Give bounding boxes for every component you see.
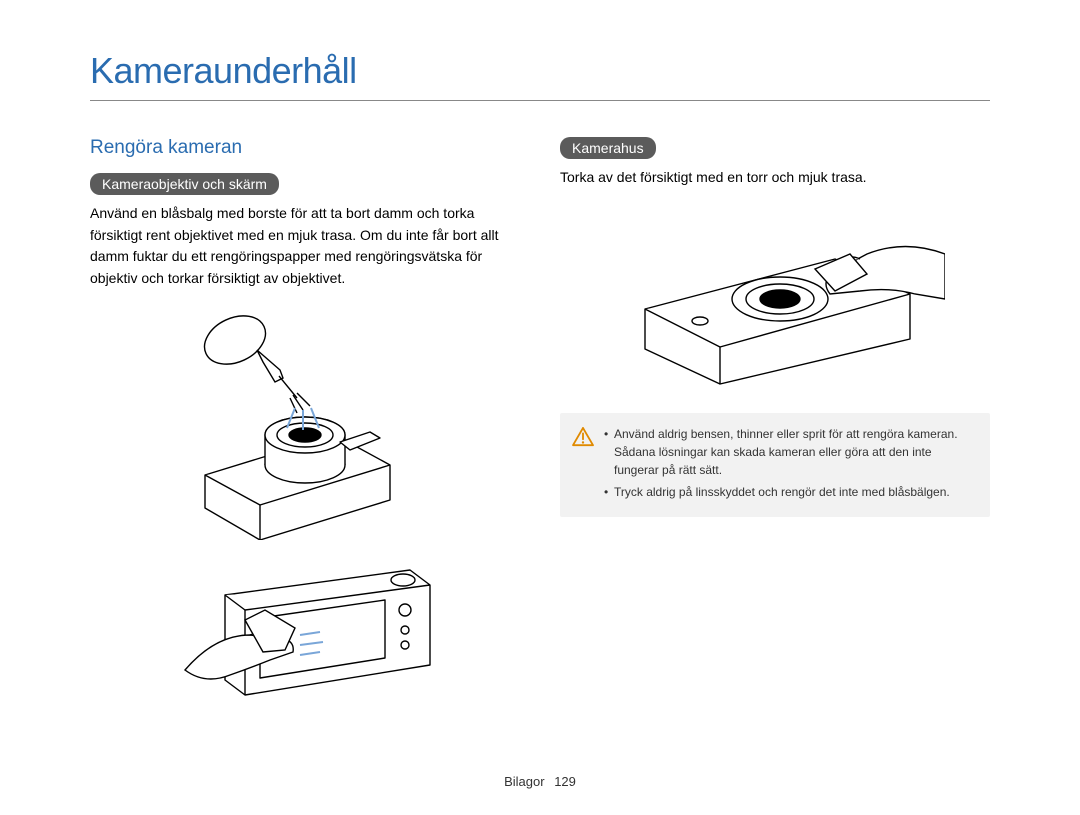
page-title: Kameraunderhåll: [90, 50, 990, 101]
warning-list: Använd aldrig bensen, thinner eller spri…: [604, 425, 976, 501]
body-text-kamerahus: Torka av det försiktigt med en torr och …: [560, 167, 990, 189]
subheading-pill-body: Kamerahus: [560, 137, 656, 159]
warning-item: Använd aldrig bensen, thinner eller spri…: [604, 425, 976, 479]
warning-item: Tryck aldrig på linsskyddet och rengör d…: [604, 483, 976, 501]
warning-triangle-icon: [572, 427, 594, 447]
right-column: Kamerahus Torka av det försiktigt med en…: [560, 137, 990, 710]
content-columns: Rengöra kameran Kameraobjektiv och skärm…: [90, 137, 990, 710]
illustration-wipe-screen: [90, 540, 520, 710]
illustration-wipe-body: [560, 199, 990, 389]
page-footer: Bilagor 129: [0, 774, 1080, 789]
document-page: Kameraunderhåll Rengöra kameran Kameraob…: [0, 0, 1080, 815]
warning-box: Använd aldrig bensen, thinner eller spri…: [560, 413, 990, 517]
subheading-pill-lens: Kameraobjektiv och skärm: [90, 173, 279, 195]
left-column: Rengöra kameran Kameraobjektiv och skärm…: [90, 137, 520, 710]
illustration-blower-lens: [90, 300, 520, 540]
lens-body-text: Använd en blåsbalg med borste för att ta…: [90, 203, 520, 290]
footer-page-number: 129: [554, 774, 576, 789]
footer-label: Bilagor: [504, 774, 544, 789]
section-heading-left: Rengöra kameran: [90, 137, 520, 159]
